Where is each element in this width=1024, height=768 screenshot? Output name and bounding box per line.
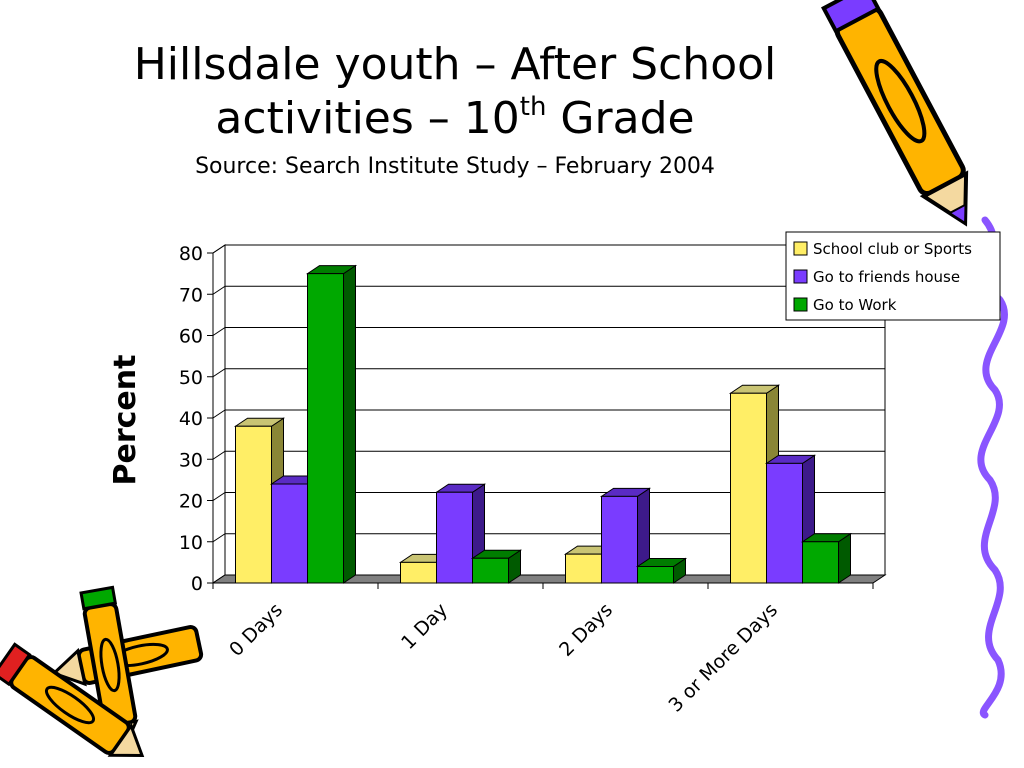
y-tick-label: 40 bbox=[179, 408, 203, 430]
x-tick-label: 2 Days bbox=[555, 599, 617, 661]
slide-title-line-1: Hillsdale youth – After School bbox=[133, 39, 777, 90]
x-tick-label: 3 or More Days bbox=[665, 599, 783, 717]
x-tick-label: 0 Days bbox=[225, 599, 287, 661]
gridline-depth bbox=[212, 492, 226, 501]
legend-label: Go to Work bbox=[813, 296, 897, 314]
y-tick-label: 0 bbox=[191, 573, 203, 595]
slide-title-line-2-end: Grade bbox=[546, 93, 695, 144]
legend-swatch bbox=[793, 269, 808, 284]
gridline-depth bbox=[212, 409, 226, 419]
bar bbox=[730, 392, 767, 584]
slide-title-block: Hillsdale youth – After School activitie… bbox=[60, 38, 850, 182]
y-tick-label: 20 bbox=[179, 491, 203, 513]
slide-title-superscript: th bbox=[519, 92, 547, 122]
pencil-bottom-left-3-icon bbox=[0, 642, 145, 757]
slide-title-line-2-text: activities – 10 bbox=[215, 93, 520, 144]
gridline-depth bbox=[212, 285, 226, 295]
bar bbox=[235, 425, 272, 584]
bar bbox=[436, 491, 473, 584]
y-axis-label: Percent bbox=[108, 355, 143, 486]
bar bbox=[601, 495, 638, 584]
legend-label: School club or Sports bbox=[813, 240, 972, 258]
gridline-depth bbox=[212, 533, 226, 543]
bar bbox=[307, 273, 344, 584]
gridline-depth bbox=[212, 244, 226, 254]
slide-title-line-2: activities – 10th Grade bbox=[60, 92, 850, 146]
legend-box bbox=[785, 231, 1001, 321]
bar bbox=[637, 566, 674, 584]
legend-swatch bbox=[793, 241, 808, 256]
bar bbox=[271, 483, 308, 584]
gridline-depth bbox=[212, 327, 226, 336]
slide-source: Source: Search Institute Study – Februar… bbox=[195, 154, 715, 179]
y-tick-label: 70 bbox=[179, 284, 203, 306]
pencil-top-right-icon bbox=[821, 0, 969, 227]
legend-label: Go to friends house bbox=[813, 268, 960, 286]
y-tick-label: 80 bbox=[179, 243, 203, 265]
bar-side bbox=[343, 264, 356, 584]
bar bbox=[472, 557, 509, 584]
y-tick-label: 10 bbox=[179, 532, 203, 554]
gridline-depth bbox=[212, 450, 226, 460]
gridline-depth bbox=[212, 368, 226, 378]
y-tick-label: 50 bbox=[179, 367, 203, 389]
y-tick-label: 60 bbox=[179, 326, 203, 348]
bar bbox=[766, 462, 803, 584]
legend-swatch bbox=[793, 297, 808, 312]
bar bbox=[802, 541, 839, 584]
y-tick-label: 30 bbox=[179, 449, 203, 471]
x-tick-label: 1 Day bbox=[397, 599, 452, 654]
bar bbox=[400, 561, 437, 584]
bar bbox=[565, 553, 602, 584]
